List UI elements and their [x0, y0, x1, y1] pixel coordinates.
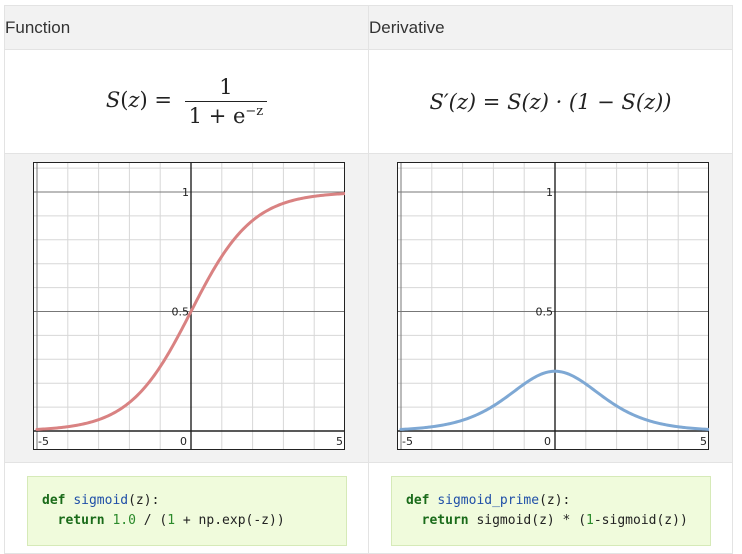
- formula-fraction: 1 1 + e−z: [184, 75, 268, 128]
- code-function-name: sigmoid_prime: [437, 493, 540, 508]
- y-tick-label: 0.5: [172, 306, 190, 319]
- x-tick-label: -5: [38, 435, 49, 448]
- derivative-formula: S′(z) = S(z) · (1 − S(z)): [368, 49, 733, 154]
- series-line: [35, 192, 345, 431]
- formula-numerator: 1: [184, 75, 268, 102]
- sigmoid-code-block: def sigmoid(z): return 1.0 / (1 + np.exp…: [27, 476, 347, 546]
- code-text: sigmoid(z) * (: [468, 513, 587, 528]
- series-line: [399, 369, 709, 431]
- header-derivative: Derivative: [368, 5, 733, 50]
- code-number: 1: [167, 513, 176, 528]
- y-tick-label: 0.5: [536, 306, 554, 319]
- x-tick-label: 5: [700, 435, 707, 448]
- code-keyword: return: [57, 513, 105, 528]
- formula-lhs: S: [105, 88, 121, 112]
- formula-var: z: [128, 88, 140, 112]
- derivative-code-cell: def sigmoid_prime(z): return sigmoid(z) …: [368, 462, 733, 554]
- code-text: + np.exp(-z)): [175, 513, 285, 528]
- code-keyword: return: [421, 513, 469, 528]
- code-keyword: def: [406, 493, 430, 508]
- function-code-cell: def sigmoid(z): return 1.0 / (1 + np.exp…: [4, 462, 369, 554]
- header-function: Function: [4, 5, 369, 50]
- function-plot-cell: -5 0 5 0.5 1: [4, 153, 369, 463]
- x-tick-label: 0: [180, 435, 187, 448]
- x-tick-label: 0: [544, 435, 551, 448]
- sigmoid-plot: -5 0 5 0.5 1: [33, 162, 345, 450]
- function-formula: S(z) = 1 1 + e−z: [4, 49, 369, 154]
- plot-frame: [33, 162, 345, 450]
- x-tick-label: 5: [336, 435, 343, 448]
- x-tick-label: -5: [402, 435, 413, 448]
- y-tick-label: 1: [182, 186, 189, 199]
- code-function-name: sigmoid: [73, 493, 129, 508]
- plot-background: [397, 162, 709, 450]
- code-number: 1.0: [112, 513, 136, 528]
- y-tick-label: 1: [546, 186, 553, 199]
- formula-exponent: −z: [245, 104, 264, 119]
- sigmoid-reference-table: Function Derivative S(z) = 1 1 + e−z S′(…: [4, 5, 733, 554]
- sigmoid-prime-plot: -5 0 5 0.5 1: [397, 162, 709, 450]
- code-number: 1: [586, 513, 594, 528]
- derivative-formula-text: S′(z) = S(z) · (1 − S(z)): [429, 89, 672, 114]
- sigmoid-prime-code-block: def sigmoid_prime(z): return sigmoid(z) …: [391, 476, 711, 546]
- code-text: -sigmoid(z)): [593, 513, 688, 528]
- code-args: (z):: [539, 493, 571, 508]
- code-args: (z):: [128, 493, 160, 508]
- derivative-plot-cell: -5 0 5 0.5 1: [368, 153, 733, 463]
- code-text: / (: [135, 513, 168, 528]
- code-keyword: def: [42, 493, 66, 508]
- plot-background: [33, 162, 345, 450]
- formula-denominator: 1 + e−z: [185, 102, 268, 128]
- plot-frame: [397, 162, 709, 450]
- formula-denominator-base: 1 + e: [188, 104, 246, 128]
